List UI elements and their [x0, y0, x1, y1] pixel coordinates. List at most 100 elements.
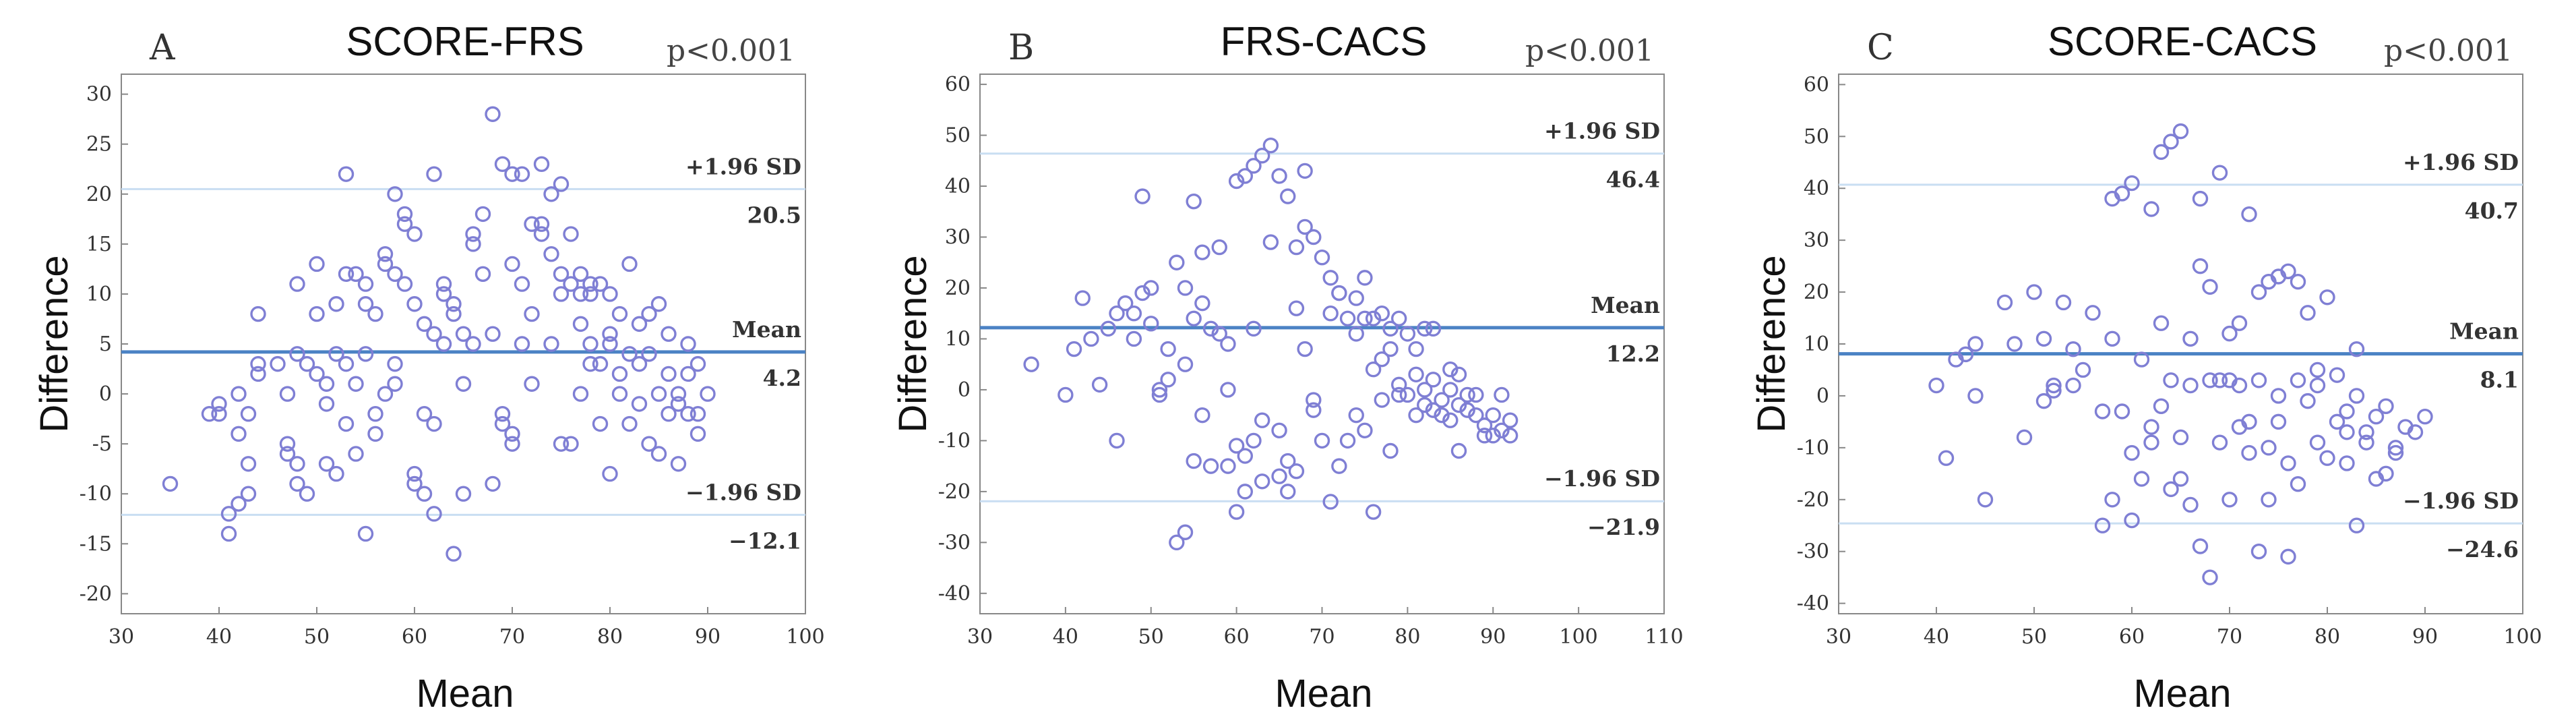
data-point	[299, 355, 315, 372]
data-point	[1074, 290, 1091, 306]
y-tick-label: 25	[86, 133, 112, 156]
data-point	[220, 525, 237, 542]
data-point	[1280, 453, 1296, 469]
y-tick-label: 40	[1804, 177, 1829, 200]
data-point	[1211, 326, 1227, 342]
data-point	[1169, 254, 1185, 270]
data-point	[2114, 185, 2130, 202]
data-point	[357, 525, 374, 542]
data-point	[2104, 330, 2120, 347]
data-point	[1977, 492, 1994, 508]
data-point	[1288, 463, 1305, 480]
data-point	[2221, 325, 2238, 342]
x-tick-label: 40	[1053, 625, 1078, 649]
data-point	[1237, 484, 1254, 500]
data-point	[2016, 429, 2033, 446]
data-point	[611, 306, 628, 322]
data-point	[1134, 285, 1151, 301]
data-point	[2407, 424, 2424, 440]
data-point	[602, 326, 618, 342]
data-point	[1425, 402, 1442, 418]
x-tick-label: 50	[1138, 625, 1164, 649]
data-point	[1091, 376, 1108, 393]
data-point	[1390, 376, 1407, 393]
panel-letter: B	[1008, 28, 1034, 68]
x-tick-label: 100	[1559, 625, 1597, 649]
data-point	[1194, 244, 1210, 260]
data-point	[1237, 448, 1254, 464]
data-point	[1357, 422, 1373, 439]
data-point	[2261, 440, 2277, 456]
y-tick-label: 10	[86, 283, 112, 306]
data-point	[650, 386, 667, 402]
y-tick-label: -10	[80, 482, 112, 506]
data-point	[1280, 188, 1296, 204]
x-axis-label: Mean	[2133, 672, 2231, 716]
data-point	[553, 286, 570, 302]
y-tick-label: -20	[938, 480, 971, 504]
data-point	[553, 436, 570, 452]
data-point	[446, 546, 462, 562]
data-point	[1365, 310, 1382, 326]
data-point	[700, 386, 716, 402]
lower-loa-value: −24.6	[2446, 536, 2519, 562]
data-point	[377, 256, 394, 272]
data-point	[1476, 428, 1493, 444]
data-point	[533, 216, 550, 232]
data-point	[357, 346, 374, 362]
data-point	[2104, 492, 2120, 508]
data-point	[2241, 444, 2257, 461]
data-point	[1109, 432, 1125, 449]
data-point	[1494, 386, 1510, 403]
data-point	[1314, 249, 1330, 266]
data-point	[631, 396, 648, 412]
data-point	[1246, 320, 1262, 337]
data-point	[318, 396, 335, 412]
data-point	[2280, 548, 2296, 565]
data-point	[270, 355, 286, 372]
data-point	[2211, 372, 2228, 388]
data-point	[1186, 310, 1202, 326]
y-tick-label: -10	[938, 429, 971, 453]
data-point	[2309, 377, 2326, 394]
y-tick-label: 20	[945, 277, 971, 300]
lower-loa-value: −12.1	[729, 527, 801, 554]
data-point	[2114, 403, 2130, 419]
data-point	[1177, 280, 1194, 296]
data-point	[563, 436, 579, 452]
data-point	[1459, 402, 1475, 418]
data-point	[1237, 168, 1254, 184]
data-point	[1288, 300, 1305, 316]
data-point	[1262, 234, 1279, 250]
data-point	[602, 465, 618, 482]
data-point	[572, 266, 589, 282]
data-point	[689, 355, 706, 372]
data-point	[1143, 316, 1159, 332]
y-tick-label: 30	[86, 83, 112, 107]
data-point	[2250, 284, 2267, 300]
upper-loa-value: 40.7	[2465, 198, 2519, 224]
data-point	[2172, 123, 2189, 140]
y-tick-label: 10	[945, 327, 971, 351]
data-point	[1374, 392, 1390, 408]
data-point	[1262, 137, 1279, 154]
y-tick-label: 60	[945, 73, 971, 96]
data-point	[406, 296, 423, 312]
data-point	[2172, 429, 2189, 446]
panel-c: C SCORE-CACS p<0.001 -40 -30 -20 -10 0 10 20 30 40 5…	[1717, 0, 2576, 725]
data-point	[1408, 366, 1424, 382]
y-tick-label: -30	[1797, 540, 1829, 564]
data-point	[1468, 386, 1484, 403]
data-point	[2358, 434, 2374, 451]
y-tick-label: 50	[1804, 125, 1829, 148]
data-point	[1271, 468, 1287, 484]
data-point	[1450, 397, 1467, 413]
data-point	[621, 256, 638, 272]
data-point	[279, 386, 296, 402]
data-point	[1117, 295, 1134, 312]
x-tick-label: 60	[2119, 625, 2145, 649]
data-point	[1382, 341, 1399, 357]
data-point	[309, 256, 325, 272]
data-point	[670, 386, 687, 402]
data-point	[2133, 471, 2150, 487]
